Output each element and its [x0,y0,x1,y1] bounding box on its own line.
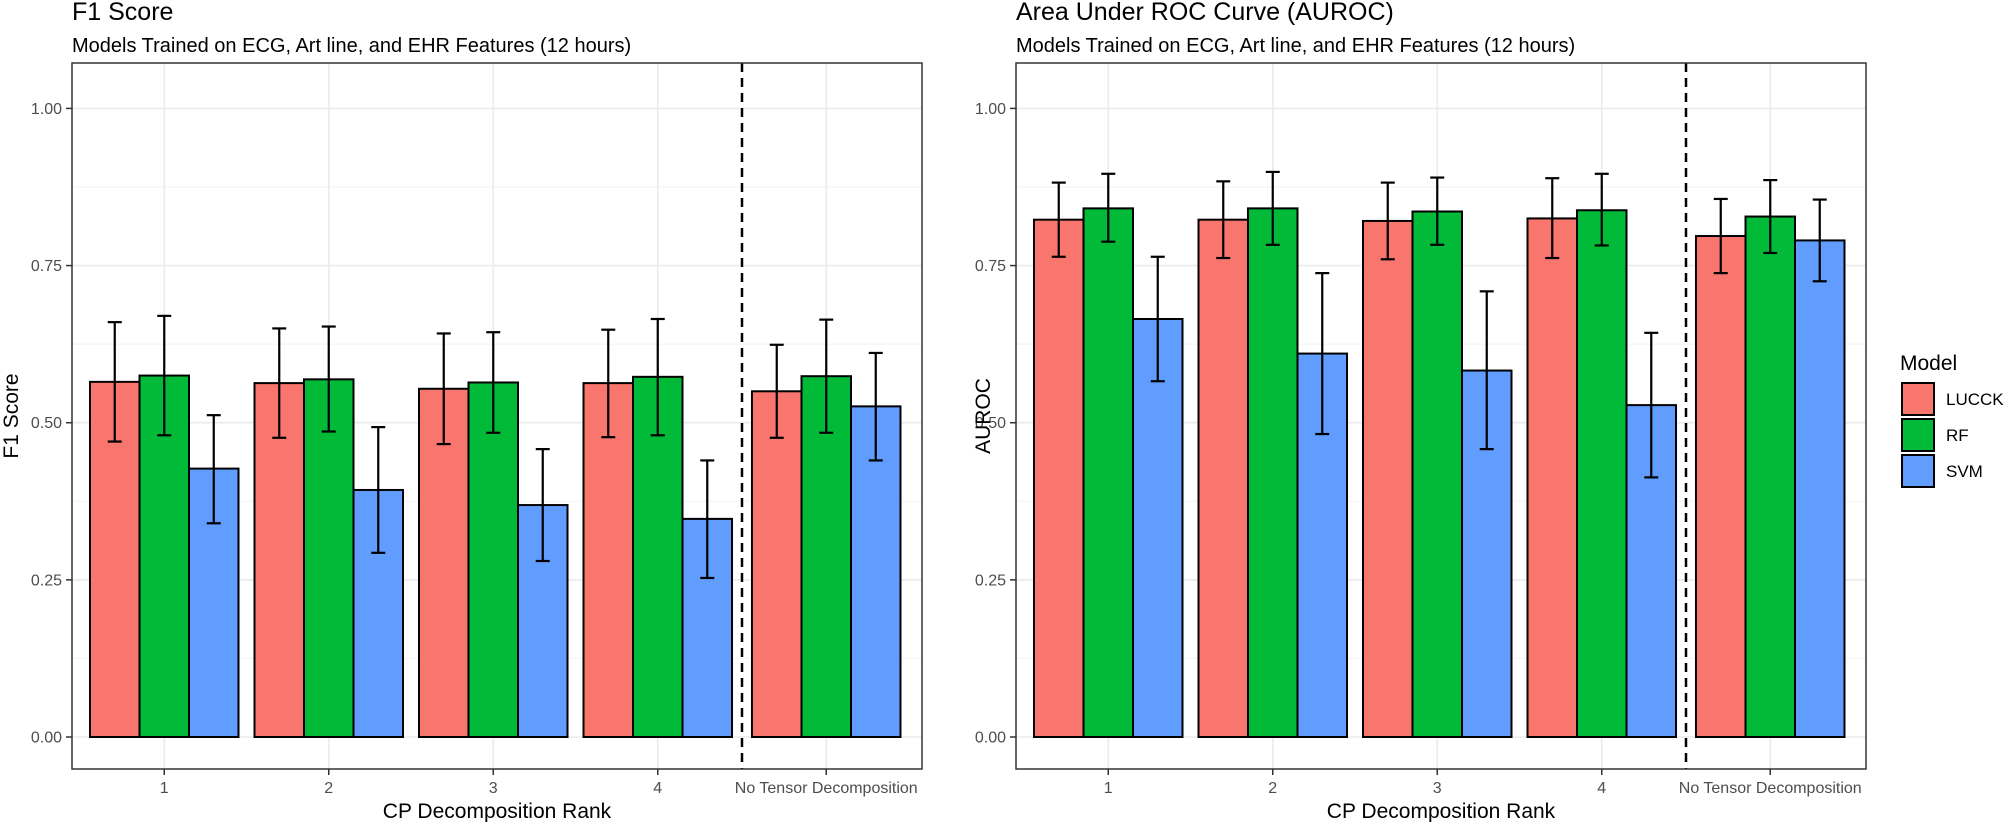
bar-lucck [1528,218,1578,737]
figure: F1 Score Models Trained on ECG, Art line… [0,0,2006,822]
y-axis-label: F1 Score [0,373,23,458]
legend-label-svm: SVM [1946,462,1983,481]
legend: Model LUCCK RF SVM [1900,352,2004,487]
bar-lucck [1034,220,1084,737]
x-tick-label: 2 [1268,780,1277,797]
x-tick-label: 3 [489,780,498,797]
chart-title: F1 Score [72,0,173,26]
bar-lucck [1363,221,1413,737]
y-tick-label: 1.00 [975,101,1006,118]
x-tick-label: 4 [1597,780,1606,797]
x-tick-label: 2 [324,780,333,797]
bar-svm [1795,240,1845,737]
y-tick-label: 0.00 [31,730,62,747]
bar-rf [1746,217,1796,737]
bar-rf [469,382,519,737]
y-tick-label: 0.75 [31,258,62,275]
bar-rf [1413,212,1463,737]
legend-key-rf [1902,419,1934,451]
f1-score-panel: F1 Score Models Trained on ECG, Art line… [0,0,922,822]
y-tick-label: 0.25 [975,572,1006,589]
chart-subtitle: Models Trained on ECG, Art line, and EHR… [1016,35,1575,57]
x-tick-label: 3 [1433,780,1442,797]
chart-title: Area Under ROC Curve (AUROC) [1016,0,1394,26]
y-tick-label: 0.75 [975,258,1006,275]
bar-rf [304,379,354,737]
y-tick-label: 0.50 [31,415,62,432]
y-tick-label: 0.25 [31,572,62,589]
x-tick-label: No Tensor Decomposition [735,780,918,797]
x-axis-label: CP Decomposition Rank [383,800,612,822]
x-tick-label: No Tensor Decomposition [1679,780,1862,797]
legend-title: Model [1900,352,1957,375]
legend-key-lucck [1902,383,1934,415]
bar-rf [1084,208,1134,737]
legend-label-lucck: LUCCK [1946,390,2004,409]
legend-label-rf: RF [1946,426,1969,445]
x-axis-label: CP Decomposition Rank [1327,800,1556,822]
auroc-panel: Area Under ROC Curve (AUROC) Models Trai… [972,0,1866,822]
y-tick-label: 1.00 [31,101,62,118]
bar-lucck [1199,220,1249,737]
y-tick-label: 0.00 [975,730,1006,747]
x-axis-ticks: 1 2 3 4 No Tensor Decomposition [160,769,918,797]
x-axis-ticks: 1 2 3 4 No Tensor Decomposition [1104,769,1862,797]
bar-rf [1248,208,1298,737]
y-axis-label: AUROC [972,378,995,454]
x-tick-label: 4 [653,780,662,797]
y-axis-ticks: 0.00 0.25 0.50 0.75 1.00 [31,101,72,747]
chart-subtitle: Models Trained on ECG, Art line, and EHR… [72,35,631,57]
bar-lucck [752,391,802,737]
bar-lucck [1696,236,1746,737]
x-tick-label: 1 [160,780,169,797]
legend-key-svm [1902,455,1934,487]
bar-rf [1577,210,1627,737]
x-tick-label: 1 [1104,780,1113,797]
